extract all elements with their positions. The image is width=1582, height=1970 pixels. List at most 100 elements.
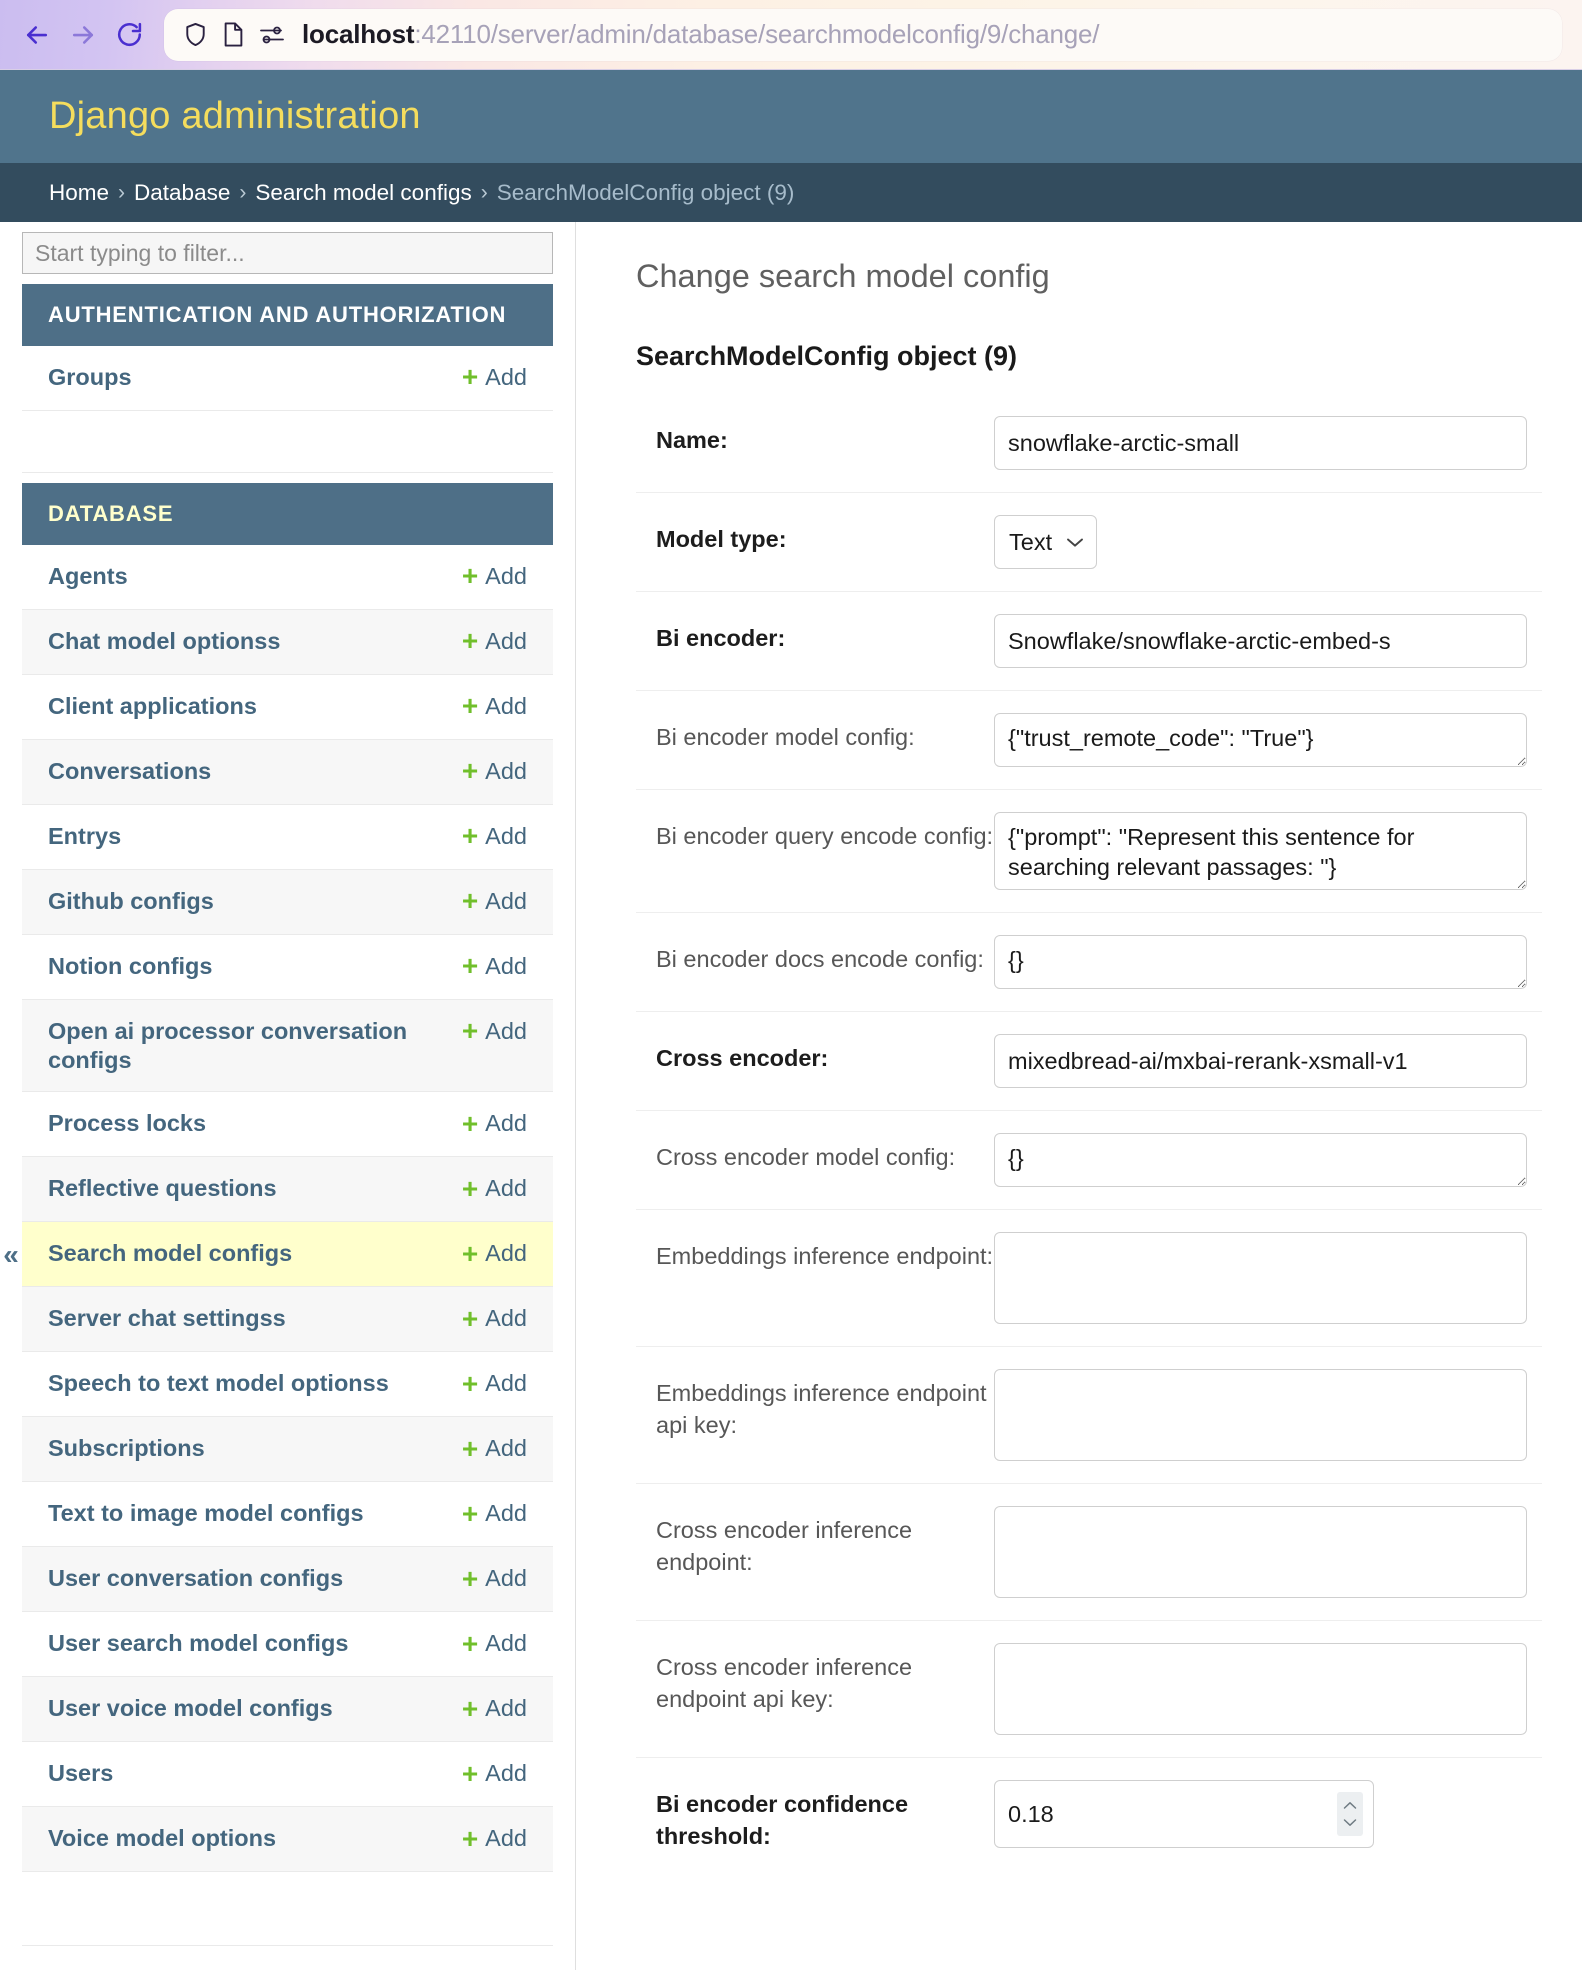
bi-encoder-docs-encode-config-textarea[interactable]: {}	[994, 935, 1527, 989]
reload-icon[interactable]	[106, 12, 152, 58]
label-embeddings-inference-endpoint-api-key: Embeddings inference endpoint api key:	[656, 1380, 987, 1438]
add-link-user-voice-model-configs[interactable]: + Add	[462, 1694, 527, 1722]
sidebar-item-users[interactable]: Users + Add	[22, 1742, 553, 1808]
sidebar-item-label[interactable]: Search model configs	[48, 1240, 293, 1267]
bi-encoder-confidence-threshold-stepper[interactable]: 0.18	[994, 1780, 1374, 1848]
sidebar-item-label[interactable]: Entrys	[48, 823, 122, 849]
bi-encoder-model-config-textarea[interactable]: {"trust_remote_code": "True"}	[994, 713, 1527, 767]
cross-encoder-model-config-textarea[interactable]: {}	[994, 1133, 1527, 1187]
back-arrow-icon[interactable]	[14, 12, 60, 58]
sidebar-item-label[interactable]: Github configs	[48, 888, 214, 914]
sidebar-item-reflective-questions[interactable]: Reflective questions + Add	[22, 1157, 553, 1223]
sidebar-item-entrys[interactable]: Entrys + Add	[22, 805, 553, 870]
sidebar-item-notion-configs[interactable]: Notion configs + Add	[22, 935, 553, 1000]
embeddings-inference-endpoint-api-key-input[interactable]	[994, 1369, 1527, 1461]
breadcrumb-item-2[interactable]: Database	[134, 179, 231, 205]
add-link-text-to-image-model-configs[interactable]: + Add	[462, 1499, 527, 1527]
sidebar-item-label[interactable]: User search model configs	[48, 1630, 349, 1657]
add-link-user-conversation-configs[interactable]: + Add	[462, 1564, 527, 1592]
add-link-github-configs[interactable]: + Add	[462, 887, 527, 915]
add-link-entrys[interactable]: + Add	[462, 822, 527, 850]
sidebar-item-label[interactable]: Agents	[48, 563, 128, 589]
sidebar-item-label[interactable]: Groups	[48, 364, 132, 390]
sidebar-item-voice-model-options[interactable]: Voice model options + Add	[22, 1807, 553, 1873]
breadcrumb-item-3[interactable]: Search model configs	[255, 179, 472, 205]
sidebar-app-title[interactable]: AUTHENTICATION AND AUTHORIZATION	[22, 284, 553, 346]
sidebar-item-label[interactable]: User voice model configs	[48, 1695, 333, 1722]
add-link-voice-model-options[interactable]: + Add	[462, 1824, 527, 1852]
number-spinner[interactable]	[1337, 1792, 1363, 1836]
sidebar-item-label[interactable]: Process locks	[48, 1110, 207, 1137]
sidebar-item-label[interactable]: Voice model options	[48, 1825, 277, 1852]
page-document-icon[interactable]	[222, 21, 245, 48]
sidebar-item-search-model-configs[interactable]: Search model configs + Add	[22, 1222, 553, 1288]
forward-arrow-icon[interactable]	[60, 12, 106, 58]
add-link-user-search-model-configs[interactable]: + Add	[462, 1629, 527, 1657]
sidebar-item-process-locks[interactable]: Process locks + Add	[22, 1092, 553, 1158]
add-link-search-model-configs[interactable]: + Add	[462, 1239, 527, 1267]
add-label: Add	[485, 563, 527, 589]
sidebar-item-text-to-image-model-configs[interactable]: Text to image model configs + Add	[22, 1482, 553, 1548]
add-link-speech-to-text-model-optionss[interactable]: + Add	[462, 1369, 527, 1397]
sidebar-item-label[interactable]: Reflective questions	[48, 1175, 277, 1202]
sidebar-item-agents[interactable]: Agents + Add	[22, 545, 553, 610]
add-link-open-ai-processor-conversation-configs[interactable]: + Add	[462, 1017, 527, 1045]
sidebar-item-subscriptions[interactable]: Subscriptions + Add	[22, 1417, 553, 1483]
sidebar-item-user-voice-model-configs[interactable]: User voice model configs + Add	[22, 1677, 553, 1743]
sidebar-item-label[interactable]: Users	[48, 1760, 114, 1787]
sidebar-item-speech-to-text-model-optionss[interactable]: Speech to text model optionss + Add	[22, 1352, 553, 1418]
site-settings-icon[interactable]	[258, 24, 286, 46]
add-link-chat-model-optionss[interactable]: + Add	[462, 627, 527, 655]
spinner-up-icon[interactable]	[1343, 1798, 1357, 1813]
sidebar-collapse-toggle[interactable]: «	[3, 1238, 19, 1270]
cross-encoder-input[interactable]	[994, 1034, 1527, 1088]
site-title[interactable]: Django administration	[49, 95, 421, 137]
add-link-notion-configs[interactable]: + Add	[462, 952, 527, 980]
bi-encoder-input[interactable]	[994, 614, 1527, 668]
sidebar-app-title[interactable]: DATABASE	[22, 483, 553, 545]
cross-encoder-inference-endpoint-api-key-input[interactable]	[994, 1643, 1527, 1735]
sidebar-item-label[interactable]: Subscriptions	[48, 1435, 205, 1462]
site-header: Django administration	[0, 70, 1582, 163]
url-bar[interactable]: localhost:42110/server/admin/database/se…	[164, 8, 1562, 61]
model-type-select[interactable]: Text	[994, 515, 1098, 569]
breadcrumb-item-1[interactable]: Home	[49, 179, 110, 205]
form-row-bi-encoder-model-config: Bi encoder model config: {"trust_remote_…	[636, 690, 1542, 789]
sidebar-item-chat-model-optionss[interactable]: Chat model optionss + Add	[22, 610, 553, 675]
name-input[interactable]	[994, 416, 1527, 470]
sidebar-item-label[interactable]: Notion configs	[48, 953, 213, 979]
sidebar-item-label[interactable]: Client applications	[48, 693, 257, 719]
shield-icon[interactable]	[182, 21, 209, 48]
sidebar-item-user-search-model-configs[interactable]: User search model configs + Add	[22, 1612, 553, 1678]
sidebar-item-label[interactable]: Text to image model configs	[48, 1500, 364, 1527]
add-link-subscriptions[interactable]: + Add	[462, 1434, 527, 1462]
spinner-down-icon[interactable]	[1343, 1815, 1357, 1830]
add-link-server-chat-settingss[interactable]: + Add	[462, 1304, 527, 1332]
add-link-reflective-questions[interactable]: + Add	[462, 1174, 527, 1202]
sidebar-item-client-applications[interactable]: Client applications + Add	[22, 675, 553, 740]
sidebar-filter-input[interactable]	[22, 232, 553, 274]
sidebar-item-conversations[interactable]: Conversations + Add	[22, 740, 553, 805]
sidebar-item-label[interactable]: Conversations	[48, 758, 212, 784]
sidebar-item-label[interactable]: Server chat settingss	[48, 1305, 286, 1332]
sidebar-item-groups[interactable]: Groups + Add	[22, 346, 553, 411]
cross-encoder-inference-endpoint-input[interactable]	[994, 1506, 1527, 1598]
sidebar-item-github-configs[interactable]: Github configs + Add	[22, 870, 553, 935]
sidebar-item-user-conversation-configs[interactable]: User conversation configs + Add	[22, 1547, 553, 1613]
browser-chrome: localhost:42110/server/admin/database/se…	[0, 0, 1582, 70]
add-link-groups[interactable]: + Add	[462, 363, 527, 391]
add-link-process-locks[interactable]: + Add	[462, 1109, 527, 1137]
sidebar-item-label[interactable]: User conversation configs	[48, 1565, 344, 1592]
sidebar-item-label[interactable]: Open ai processor conversation configs	[48, 1018, 408, 1073]
sidebar-item-label[interactable]: Chat model optionss	[48, 628, 281, 654]
sidebar-item-open-ai-processor-conversation-configs[interactable]: Open ai processor conversation configs + A…	[22, 1000, 553, 1093]
add-link-conversations[interactable]: + Add	[462, 757, 527, 785]
embeddings-inference-endpoint-input[interactable]	[994, 1232, 1527, 1324]
add-link-users[interactable]: + Add	[462, 1759, 527, 1787]
add-link-agents[interactable]: + Add	[462, 562, 527, 590]
bi-encoder-query-encode-config-textarea[interactable]: {"prompt": "Represent this sentence for …	[994, 812, 1527, 890]
sidebar-item-label[interactable]: Speech to text model optionss	[48, 1370, 389, 1397]
add-link-client-applications[interactable]: + Add	[462, 692, 527, 720]
form-row-name: Name:	[636, 406, 1542, 492]
sidebar-item-server-chat-settingss[interactable]: Server chat settingss + Add	[22, 1287, 553, 1353]
